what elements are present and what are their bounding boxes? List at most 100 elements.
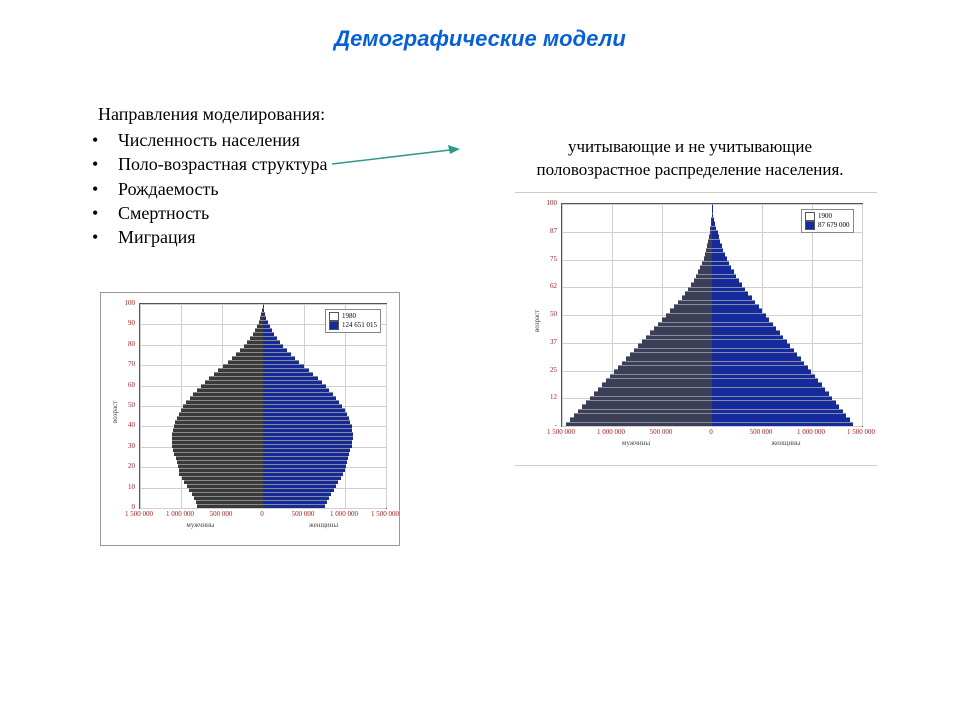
bar-female xyxy=(712,322,773,327)
bar-female xyxy=(712,234,719,239)
bar-female xyxy=(263,332,274,336)
bar-female xyxy=(263,352,291,356)
bar-female xyxy=(263,476,341,480)
bar-male xyxy=(700,265,712,270)
x-axis-label-left: мужчины xyxy=(561,439,711,447)
bar-female xyxy=(712,356,801,361)
bar-female xyxy=(263,412,347,416)
directions-item: Рождаемость xyxy=(78,177,327,201)
bar-female xyxy=(263,344,283,348)
bar-female xyxy=(712,335,783,340)
y-tick: 50 xyxy=(117,401,135,409)
bar-male xyxy=(678,300,712,305)
bar-female xyxy=(712,422,853,427)
bar-male xyxy=(610,374,712,379)
bar-male xyxy=(247,340,263,344)
legend-swatch xyxy=(805,212,815,221)
bar-male xyxy=(566,422,712,427)
plot-area xyxy=(139,303,387,509)
legend-label: 1900 xyxy=(818,213,832,221)
bar-female xyxy=(263,348,287,352)
bar-male xyxy=(630,352,712,357)
bar-male xyxy=(177,460,263,464)
bar-female xyxy=(263,452,349,456)
bar-female xyxy=(712,239,720,244)
bar-female xyxy=(263,364,304,368)
bar-female xyxy=(712,256,727,261)
bar-male xyxy=(688,287,712,292)
bar-female xyxy=(712,400,836,405)
bar-male xyxy=(691,282,712,287)
y-tick: 10 xyxy=(117,483,135,491)
right-note-l2: половозрастное распределение населения. xyxy=(536,160,843,179)
legend-label: 87 679 000 xyxy=(818,222,850,230)
bar-female xyxy=(263,388,329,392)
legend-swatch xyxy=(329,312,339,321)
bar-male xyxy=(614,369,712,374)
bar-male xyxy=(179,472,263,476)
bar-male xyxy=(654,326,712,331)
bar-female xyxy=(263,376,318,380)
bar-female xyxy=(712,387,825,392)
y-tick: 70 xyxy=(117,360,135,368)
right-note-l1: учитывающие и не учитывающие xyxy=(568,137,812,156)
directions-list: Численность населенияПоло-возрастная стр… xyxy=(78,128,327,249)
bar-female xyxy=(263,488,334,492)
legend: 1980124 651 015 xyxy=(325,309,381,333)
bar-male xyxy=(642,339,712,344)
bar-female xyxy=(712,369,811,374)
bar-male xyxy=(250,336,263,340)
bar-female xyxy=(712,365,808,370)
x-tick: 1 000 000 xyxy=(589,428,633,436)
bar-male xyxy=(662,317,712,322)
bar-male xyxy=(228,360,263,364)
bar-female xyxy=(263,324,270,328)
y-tick: 62 xyxy=(539,282,557,290)
bar-female xyxy=(712,295,752,300)
bar-male xyxy=(186,400,263,404)
bar-male xyxy=(704,256,712,261)
legend-swatch xyxy=(329,321,339,330)
directions-item: Миграция xyxy=(78,225,327,249)
bar-female xyxy=(263,304,264,308)
bar-female xyxy=(712,352,797,357)
x-tick: 500 000 xyxy=(199,510,243,518)
bar-female xyxy=(263,420,350,424)
bar-male xyxy=(172,432,263,436)
bar-male xyxy=(179,468,263,472)
legend: 190087 679 000 xyxy=(801,209,854,233)
bar-female xyxy=(712,330,780,335)
bar-female xyxy=(263,316,266,320)
bar-female xyxy=(712,300,755,305)
bar-female xyxy=(712,378,818,383)
bar-male xyxy=(232,356,263,360)
bar-female xyxy=(712,248,723,253)
bar-male xyxy=(570,417,712,422)
bar-male xyxy=(674,304,712,309)
bar-male xyxy=(702,261,712,266)
bar-female xyxy=(263,436,353,440)
bar-male xyxy=(236,352,263,356)
bar-female xyxy=(712,317,769,322)
x-tick: 1 000 000 xyxy=(322,510,366,518)
y-tick: 30 xyxy=(117,442,135,450)
bar-male xyxy=(253,332,263,336)
bar-female xyxy=(263,396,336,400)
bar-male xyxy=(698,269,712,274)
bar-female xyxy=(263,464,346,468)
page-title: Демографические модели xyxy=(0,26,960,52)
bar-male xyxy=(193,392,263,396)
bar-male xyxy=(240,348,263,352)
bar-male xyxy=(602,382,712,387)
x-tick: 0 xyxy=(240,510,284,518)
bar-male xyxy=(626,356,712,361)
directions-item: Численность населения xyxy=(78,128,327,152)
bar-male xyxy=(187,484,263,488)
bar-female xyxy=(263,492,331,496)
bar-male xyxy=(634,348,712,353)
bar-female xyxy=(263,444,352,448)
bar-female xyxy=(712,361,804,366)
bar-female xyxy=(712,382,822,387)
x-tick: 500 000 xyxy=(281,510,325,518)
bar-male xyxy=(594,391,712,396)
